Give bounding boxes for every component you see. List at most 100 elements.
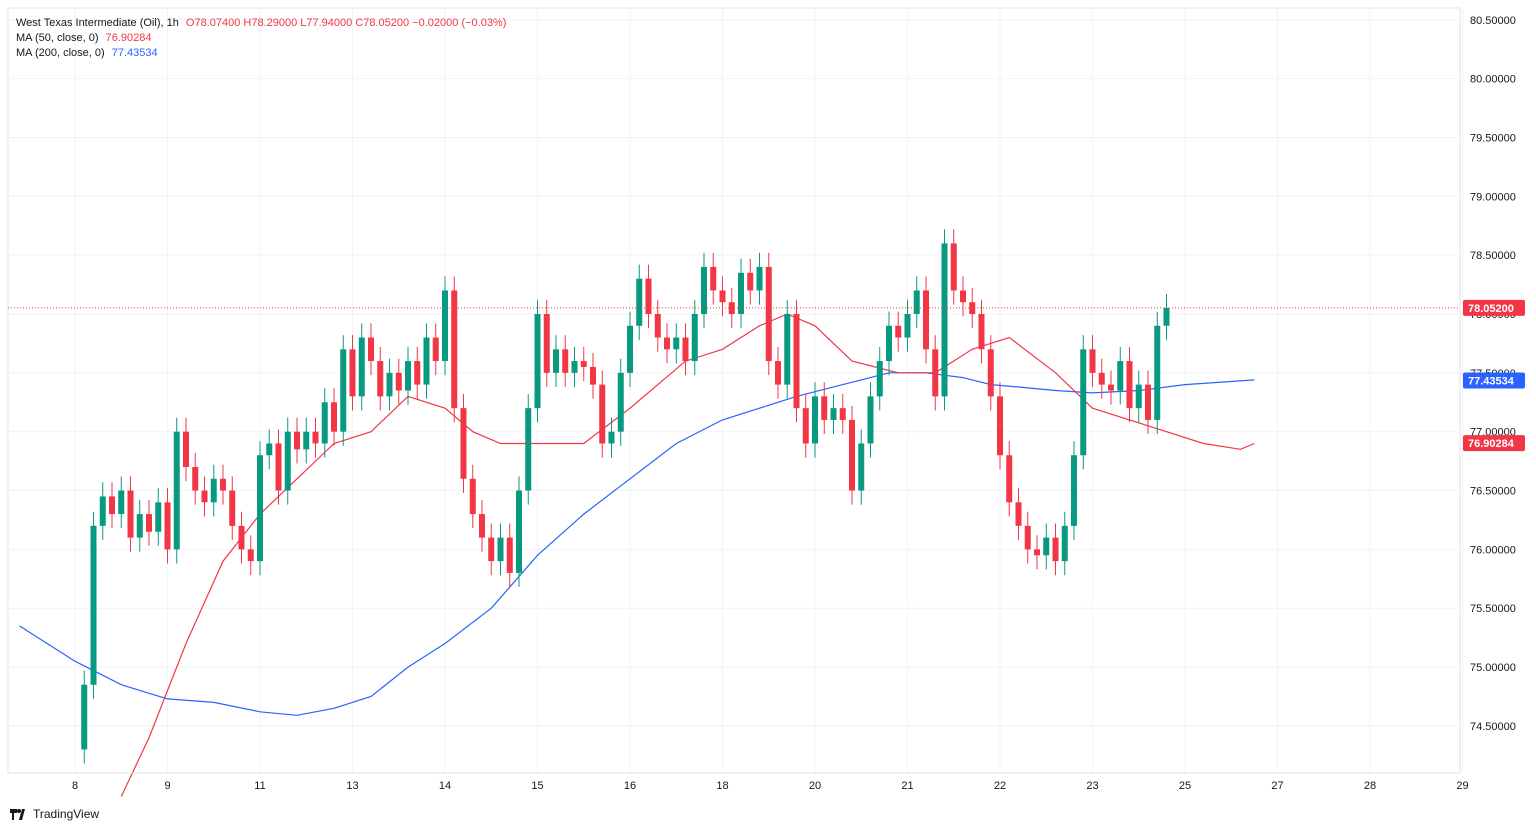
candle-body xyxy=(895,326,901,338)
candle-body xyxy=(414,361,420,385)
candle-body xyxy=(396,373,402,391)
tradingview-logo[interactable]: TradingView xyxy=(10,807,99,821)
candle-body xyxy=(636,279,642,326)
candle-body xyxy=(914,290,920,314)
candle-body xyxy=(821,396,827,420)
candle-body xyxy=(433,338,439,362)
y-tick-label: 75.00000 xyxy=(1470,662,1516,674)
candle-body xyxy=(979,314,985,349)
y-tick-label: 79.50000 xyxy=(1470,132,1516,144)
candle-body xyxy=(424,338,430,385)
candle-body xyxy=(229,491,235,526)
candle-body xyxy=(710,267,716,291)
candle-body xyxy=(609,432,615,444)
candle-body xyxy=(775,361,781,385)
candle-body xyxy=(840,408,846,420)
candle-body xyxy=(858,443,864,490)
candle-body xyxy=(757,267,763,291)
x-tick-label: 16 xyxy=(624,780,636,792)
candle-body xyxy=(1164,308,1170,326)
candle-body xyxy=(118,491,124,515)
legend-ma50-label[interactable]: MA (50, close, 0) xyxy=(16,32,99,44)
candle-body xyxy=(673,338,679,350)
candle-body xyxy=(1108,385,1114,391)
candle-body xyxy=(1071,455,1077,526)
candle-body xyxy=(377,361,383,396)
x-tick-label: 29 xyxy=(1456,780,1468,792)
y-tick-label: 79.00000 xyxy=(1470,191,1516,203)
candle-body xyxy=(211,479,217,503)
candle-body xyxy=(683,338,689,362)
candle-body xyxy=(488,538,494,562)
candle-body xyxy=(747,273,753,291)
candle-body xyxy=(303,432,309,450)
candle-body xyxy=(516,491,522,573)
ma200-line xyxy=(20,373,1255,716)
chart-legend: West Texas Intermediate (Oil), 1h O78.07… xyxy=(16,16,506,61)
candle-body xyxy=(174,432,180,550)
legend-symbol[interactable]: West Texas Intermediate (Oil), 1h xyxy=(16,17,179,29)
y-tick-label: 76.50000 xyxy=(1470,486,1516,498)
candle-body xyxy=(627,326,633,373)
ma200-series xyxy=(20,373,1255,716)
y-tick-label: 74.50000 xyxy=(1470,721,1516,733)
y-tick-label: 76.00000 xyxy=(1470,544,1516,556)
legend-ma50-value: 76.90284 xyxy=(106,32,152,44)
candle-body xyxy=(405,361,411,390)
candle-body xyxy=(239,526,245,550)
candle-body xyxy=(248,549,254,561)
x-tick-label: 21 xyxy=(901,780,913,792)
candle-body xyxy=(202,491,208,503)
candle-body xyxy=(1136,385,1142,409)
legend-ma200-row: MA (200, close, 0) 77.43534 xyxy=(16,46,506,61)
candle-body xyxy=(1043,538,1049,556)
candle-body xyxy=(997,396,1003,455)
tradingview-logo-icon xyxy=(10,809,28,820)
candle-body xyxy=(479,514,485,538)
candle-body xyxy=(507,538,513,573)
candle-body xyxy=(146,514,152,532)
candle-body xyxy=(442,290,448,361)
candle-body xyxy=(359,338,365,397)
candle-body xyxy=(137,514,143,538)
x-tick-label: 22 xyxy=(994,780,1006,792)
candle-body xyxy=(553,349,559,373)
x-tick-label: 20 xyxy=(809,780,821,792)
candle-body xyxy=(886,326,892,361)
candle-body xyxy=(812,396,818,443)
x-tick-label: 23 xyxy=(1086,780,1098,792)
candle-body xyxy=(525,408,531,490)
plot-frame xyxy=(8,8,1460,773)
candle-body xyxy=(165,502,171,549)
candle-body xyxy=(831,408,837,420)
candle-body xyxy=(784,314,790,385)
candle-body xyxy=(1154,326,1160,420)
ma50-badge-label: 76.90284 xyxy=(1468,438,1515,450)
candle-body xyxy=(313,432,319,444)
candle-body xyxy=(701,267,707,314)
candle-body xyxy=(461,408,467,479)
legend-ma200-value: 77.43534 xyxy=(112,47,158,59)
candle-body xyxy=(960,290,966,302)
candle-body xyxy=(1080,349,1086,455)
candle-body xyxy=(498,538,504,562)
legend-ma50-row: MA (50, close, 0) 76.90284 xyxy=(16,31,506,46)
candle-body xyxy=(1117,361,1123,390)
candle-body xyxy=(868,396,874,443)
candle-body xyxy=(562,349,568,373)
candle-body xyxy=(1025,526,1031,550)
candle-body xyxy=(932,349,938,396)
candle-body xyxy=(1099,373,1105,385)
candle-body xyxy=(350,349,356,396)
candle-body xyxy=(1127,361,1133,408)
candle-body xyxy=(220,479,226,491)
candle-body xyxy=(257,455,263,561)
legend-ma200-label[interactable]: MA (200, close, 0) xyxy=(16,47,105,59)
candle-body xyxy=(692,314,698,361)
candle-body xyxy=(572,361,578,373)
x-tick-label: 27 xyxy=(1271,780,1283,792)
candle-body xyxy=(646,279,652,314)
candle-body xyxy=(849,420,855,491)
candle-body xyxy=(535,314,541,408)
